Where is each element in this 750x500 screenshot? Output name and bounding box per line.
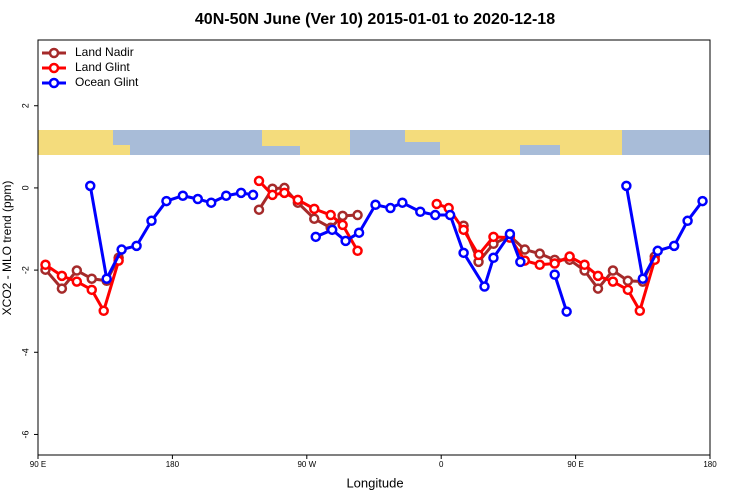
data-point bbox=[146, 215, 157, 227]
data-point bbox=[607, 265, 619, 276]
data-point bbox=[101, 273, 112, 284]
data-point bbox=[697, 195, 708, 207]
data-point bbox=[479, 281, 490, 292]
data-point bbox=[444, 209, 456, 221]
y-axis-label: XCO2 - MLO trend (ppm) bbox=[0, 181, 14, 316]
y-tick-label: 2 bbox=[20, 103, 30, 108]
y-tick-label: -4 bbox=[20, 348, 30, 356]
data-point bbox=[220, 190, 232, 201]
data-point bbox=[385, 202, 396, 214]
data-point bbox=[56, 270, 68, 282]
data-point bbox=[56, 283, 68, 294]
data-point bbox=[71, 265, 83, 276]
data-point bbox=[177, 190, 189, 201]
y-tick-label: 0 bbox=[20, 185, 30, 190]
data-point bbox=[579, 259, 590, 271]
data-point bbox=[592, 283, 604, 294]
x-tick-label: 0 bbox=[439, 460, 444, 469]
legend-marker bbox=[48, 77, 60, 89]
data-point bbox=[429, 209, 441, 221]
data-point bbox=[621, 180, 632, 192]
data-point bbox=[634, 305, 646, 317]
data-point bbox=[668, 240, 680, 252]
data-point bbox=[415, 206, 426, 218]
data-point bbox=[622, 275, 634, 287]
data-point bbox=[458, 224, 469, 236]
data-point bbox=[504, 228, 516, 240]
y-tick-label: -6 bbox=[20, 430, 30, 438]
data-point bbox=[607, 276, 619, 287]
data-point bbox=[253, 175, 265, 187]
data-point bbox=[205, 197, 217, 208]
data-point bbox=[161, 195, 172, 207]
data-point bbox=[431, 198, 442, 210]
data-point bbox=[592, 270, 604, 282]
data-point bbox=[309, 203, 320, 215]
data-point bbox=[370, 199, 381, 211]
data-point bbox=[326, 224, 338, 236]
data-point bbox=[458, 247, 469, 259]
data-point bbox=[267, 189, 278, 201]
data-point bbox=[534, 248, 546, 259]
data-point bbox=[309, 213, 320, 224]
legend-label: Land Glint bbox=[75, 60, 130, 74]
data-point bbox=[337, 219, 348, 231]
legend-marker bbox=[48, 62, 60, 74]
data-point bbox=[85, 180, 96, 192]
data-point bbox=[86, 273, 98, 284]
x-tick-label: 180 bbox=[703, 460, 717, 469]
x-tick-label: 90 E bbox=[30, 460, 46, 469]
data-point bbox=[310, 231, 322, 243]
x-tick-label: 180 bbox=[166, 460, 180, 469]
data-point bbox=[247, 189, 259, 201]
legend-marker bbox=[48, 47, 60, 59]
data-point bbox=[325, 209, 336, 221]
data-point bbox=[116, 244, 127, 255]
data-point bbox=[473, 249, 484, 261]
plot-frame bbox=[37, 39, 711, 456]
data-point bbox=[86, 284, 98, 296]
data-point bbox=[352, 245, 363, 257]
data-point bbox=[652, 245, 663, 257]
data-point bbox=[622, 284, 634, 296]
data-point bbox=[515, 256, 526, 268]
data-point bbox=[682, 215, 693, 227]
data-point bbox=[561, 306, 572, 317]
data-point bbox=[488, 231, 499, 243]
chart-title: 40N-50N June (Ver 10) 2015-01-01 to 2020… bbox=[195, 11, 555, 28]
data-point bbox=[564, 251, 575, 262]
data-point bbox=[235, 187, 247, 199]
legend-label: Land Nadir bbox=[75, 45, 134, 59]
data-point bbox=[534, 259, 546, 271]
data-point bbox=[98, 305, 109, 317]
data-point bbox=[488, 252, 499, 264]
data-point bbox=[131, 240, 142, 252]
data-point bbox=[340, 235, 351, 247]
y-tick-label: -2 bbox=[20, 266, 30, 274]
data-point bbox=[292, 194, 304, 206]
data-point bbox=[337, 210, 348, 222]
map-strip bbox=[38, 130, 710, 155]
legend-label: Ocean Glint bbox=[75, 75, 139, 89]
x-tick-label: 90 E bbox=[567, 460, 583, 469]
data-point bbox=[353, 227, 365, 238]
data-point bbox=[192, 193, 204, 205]
data-point bbox=[519, 244, 531, 255]
data-point bbox=[40, 259, 51, 271]
data-point bbox=[279, 187, 290, 199]
data-point bbox=[549, 269, 560, 280]
data-point bbox=[352, 209, 363, 221]
data-point bbox=[253, 204, 265, 215]
data-point bbox=[549, 258, 560, 269]
x-axis-label: Longitude bbox=[346, 475, 403, 490]
data-point bbox=[637, 273, 649, 284]
x-tick-label: 90 W bbox=[297, 460, 316, 469]
data-point bbox=[397, 197, 408, 208]
data-point bbox=[71, 276, 83, 287]
